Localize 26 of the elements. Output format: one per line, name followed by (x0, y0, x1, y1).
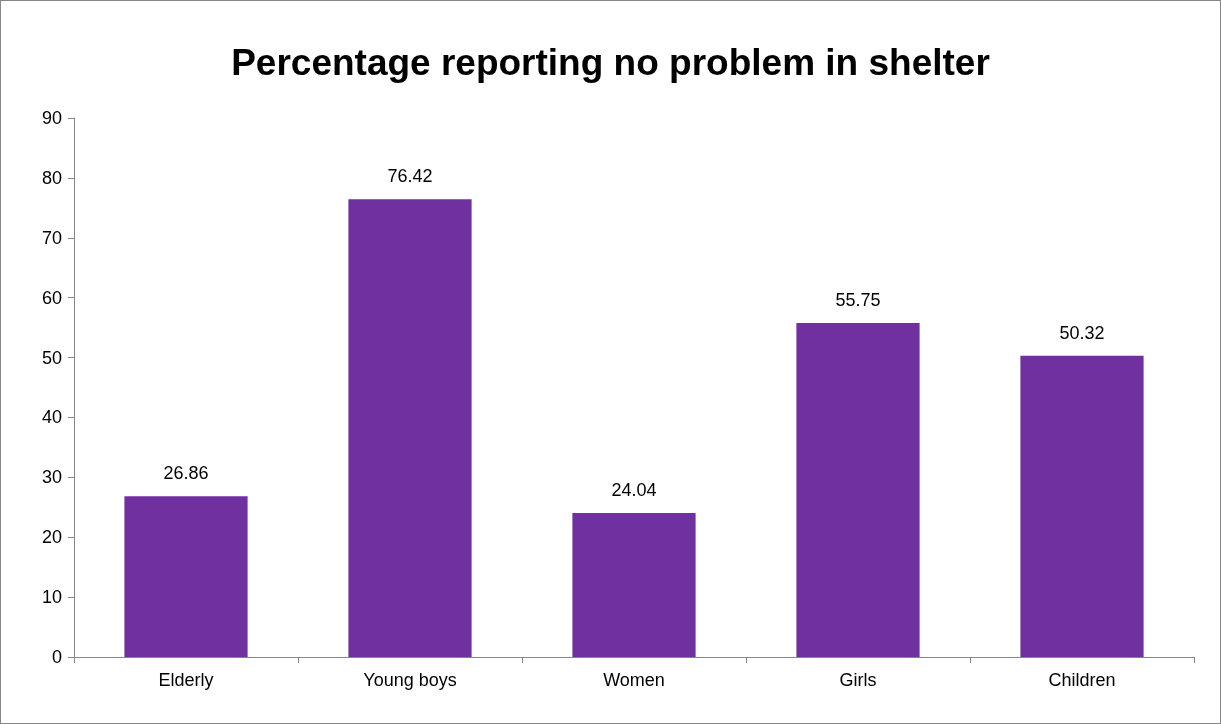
bar (348, 199, 472, 657)
x-tick-label: Children (1048, 670, 1116, 690)
bar (1020, 355, 1144, 657)
y-tick-label: 50 (41, 347, 62, 368)
y-tick-label: 20 (41, 527, 62, 548)
y-tick-label: 10 (41, 587, 62, 608)
y-tick-label: 40 (41, 407, 62, 428)
data-label: 55.75 (835, 290, 881, 311)
bar (124, 496, 248, 657)
y-tick-label: 70 (41, 227, 62, 248)
bar (796, 323, 920, 657)
y-tick-label: 0 (51, 647, 62, 667)
data-label: 76.42 (387, 166, 433, 187)
y-tick-label: 60 (41, 287, 62, 308)
data-label: 26.86 (163, 463, 209, 484)
data-label: 24.04 (611, 480, 657, 501)
y-tick-label: 30 (41, 467, 62, 488)
data-label: 50.32 (1059, 322, 1105, 343)
x-tick-label: Women (603, 670, 665, 690)
x-tick-label: Girls (839, 670, 877, 690)
y-tick-label: 80 (41, 167, 62, 188)
chart-title: Percentage reporting no problem in shelter (231, 42, 990, 83)
x-tick-label: Elderly (158, 670, 214, 690)
bar (572, 513, 696, 657)
x-tick-label: Young boys (363, 670, 457, 690)
y-tick-label: 90 (41, 108, 62, 128)
